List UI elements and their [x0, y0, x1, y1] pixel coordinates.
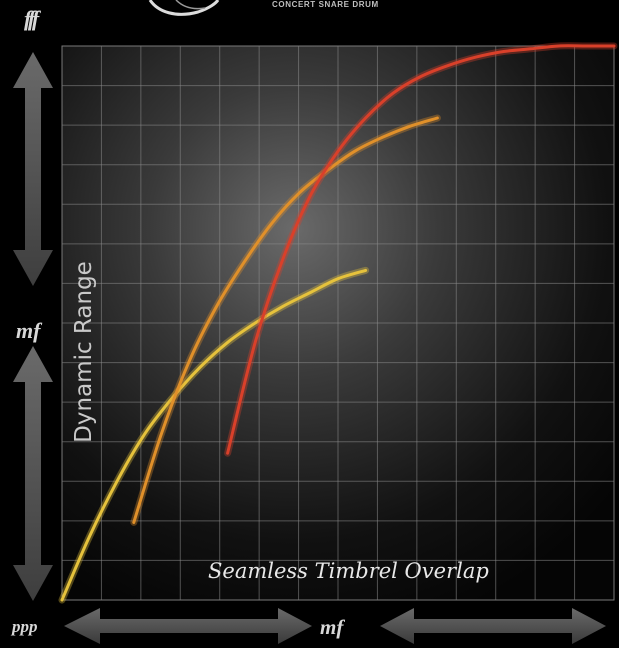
x-axis-label: Seamless Timbrel Overlap [208, 559, 489, 583]
grid [62, 46, 614, 600]
dynamic-label-bottom: ppp [12, 617, 38, 636]
plot-frame [61, 45, 615, 601]
dynamic-range-arrow-lower [13, 346, 53, 601]
overlap-arrow-right [380, 608, 606, 644]
dynamic-label-x-middle: mf [320, 615, 344, 639]
overlap-arrow-left [64, 608, 312, 644]
dynamic-label-top: fff [24, 6, 39, 31]
y-axis-label: Dynamic Range [71, 261, 97, 443]
dynamic-label-middle: mf [16, 318, 41, 343]
brand-logo [148, 0, 220, 16]
series-line-3 [226, 44, 616, 455]
dynamic-range-arrow-upper [13, 52, 53, 286]
series-group [58, 42, 618, 604]
brand-subtitle: CONCERT SNARE DRUM [272, 0, 379, 9]
series-line-2 [132, 116, 439, 524]
series-line-1 [60, 268, 368, 602]
